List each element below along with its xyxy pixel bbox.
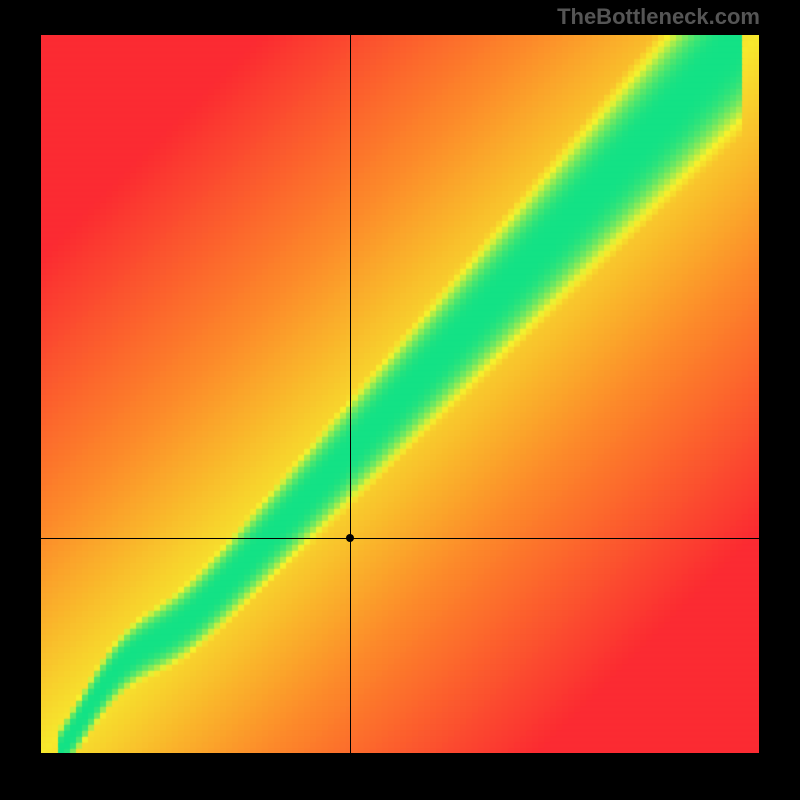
crosshair-point	[346, 534, 354, 542]
watermark-text: TheBottleneck.com	[557, 4, 760, 30]
plot-area	[40, 34, 760, 754]
chart-container: TheBottleneck.com	[0, 0, 800, 800]
crosshair-vertical	[350, 34, 351, 754]
heatmap-canvas	[40, 34, 760, 754]
crosshair-horizontal	[40, 538, 760, 539]
